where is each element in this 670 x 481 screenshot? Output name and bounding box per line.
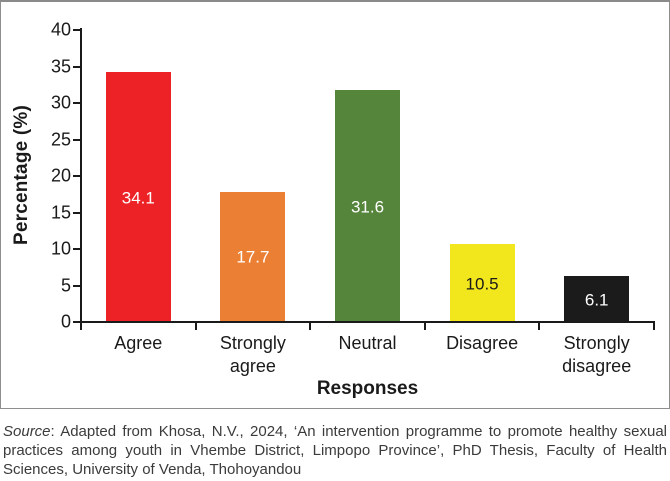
y-tick-label: 15: [50, 201, 71, 222]
x-tick-mark: [423, 323, 426, 330]
y-tick-mark: [73, 284, 80, 287]
category-label: Disagree: [446, 333, 519, 353]
category-label: Strongly agree: [219, 333, 286, 377]
y-tick-label: 5: [60, 274, 71, 295]
bar-value-label: 31.6: [350, 197, 385, 217]
source-citation-text: : Adapted from Khosa, N.V., 2024, ‘An in…: [3, 423, 667, 478]
source-note: Source: Adapted from Khosa, N.V., 2024, …: [2, 422, 668, 479]
y-tick-label: 10: [50, 238, 71, 259]
x-axis-line: [80, 321, 655, 323]
bar-agree: [105, 72, 171, 321]
x-tick-mark: [194, 323, 197, 330]
category-label: Neutral: [338, 333, 397, 353]
source-label: Source: [3, 423, 51, 440]
y-tick-mark: [73, 211, 80, 214]
x-tick-mark: [653, 323, 655, 330]
y-tick-mark: [73, 29, 80, 31]
y-tick-label: 20: [50, 165, 71, 186]
bar-strongly-agree: [220, 191, 286, 321]
x-tick-mark: [309, 323, 312, 330]
y-tick-label: 0: [60, 311, 71, 332]
bar-value-label: 17.7: [236, 247, 270, 267]
y-tick-mark: [73, 102, 80, 104]
y-tick-label: 30: [50, 92, 71, 113]
x-tick-mark: [80, 323, 82, 330]
y-tick-mark: [73, 65, 80, 68]
bar-neutral: [335, 90, 400, 321]
bar-value-label: 34.1: [121, 188, 155, 208]
y-tick-label: 40: [50, 19, 71, 40]
y-tick-label: 35: [50, 55, 71, 76]
y-tick-mark: [73, 321, 80, 323]
x-axis-title: Responses: [316, 378, 419, 399]
x-tick-mark: [538, 323, 541, 330]
y-tick-mark: [73, 175, 80, 177]
bar-disagree: [449, 244, 515, 321]
y-tick-label: 25: [50, 128, 71, 149]
category-label: Agree: [114, 333, 163, 353]
bar-strongly-disagree: [564, 276, 630, 321]
y-tick-mark: [73, 138, 80, 141]
bar-chart-figure: Percentage (%) Responses 0 5 10 15 20 25 30 35 4…: [0, 0, 670, 409]
y-axis-line: [80, 28, 82, 323]
category-label: Strongly disagree: [562, 333, 632, 377]
bar-value-label: 6.1: [584, 290, 609, 310]
y-tick-mark: [73, 248, 80, 250]
bar-value-label: 10.5: [465, 274, 499, 294]
